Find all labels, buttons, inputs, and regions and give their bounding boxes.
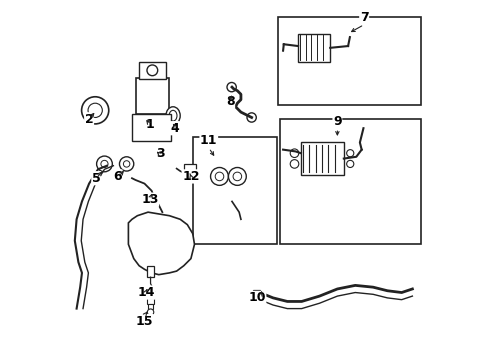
Ellipse shape — [169, 111, 177, 121]
Bar — [300, 143, 343, 175]
Text: 1: 1 — [145, 118, 154, 131]
Text: 7: 7 — [359, 11, 368, 24]
Text: 9: 9 — [332, 114, 341, 127]
Bar — [253, 290, 259, 301]
Bar — [280, 119, 421, 244]
Circle shape — [88, 103, 102, 117]
Circle shape — [81, 97, 108, 124]
Text: 13: 13 — [141, 193, 158, 206]
Text: 8: 8 — [225, 95, 234, 108]
Circle shape — [233, 172, 241, 181]
Circle shape — [346, 150, 353, 157]
Bar — [132, 114, 171, 141]
Polygon shape — [128, 212, 194, 275]
Bar — [192, 137, 276, 244]
Text: 12: 12 — [182, 170, 199, 183]
Circle shape — [246, 113, 256, 122]
Text: 15: 15 — [136, 315, 153, 328]
Circle shape — [123, 161, 130, 167]
Text: 5: 5 — [92, 172, 101, 185]
Bar — [159, 216, 166, 226]
Text: 4: 4 — [170, 122, 179, 135]
Circle shape — [210, 167, 228, 185]
Ellipse shape — [165, 107, 180, 125]
Circle shape — [215, 172, 224, 181]
Circle shape — [290, 149, 298, 157]
Circle shape — [97, 156, 112, 172]
Text: 6: 6 — [113, 170, 122, 183]
Circle shape — [290, 159, 298, 168]
Circle shape — [226, 82, 236, 92]
Circle shape — [147, 309, 153, 315]
Bar — [135, 78, 169, 114]
Bar — [147, 304, 153, 309]
Bar — [183, 164, 196, 178]
Text: 14: 14 — [137, 286, 155, 299]
Circle shape — [101, 160, 108, 167]
Bar — [298, 33, 329, 62]
Text: 2: 2 — [84, 113, 93, 126]
Text: 3: 3 — [156, 147, 164, 160]
Bar — [147, 266, 153, 277]
Circle shape — [228, 167, 246, 185]
Text: 11: 11 — [200, 134, 217, 147]
Circle shape — [346, 160, 353, 167]
Bar — [278, 18, 421, 105]
Bar — [139, 62, 165, 79]
Circle shape — [147, 65, 157, 76]
Circle shape — [119, 157, 134, 171]
Bar — [146, 298, 154, 304]
Bar — [160, 226, 165, 233]
Text: 10: 10 — [248, 291, 265, 305]
